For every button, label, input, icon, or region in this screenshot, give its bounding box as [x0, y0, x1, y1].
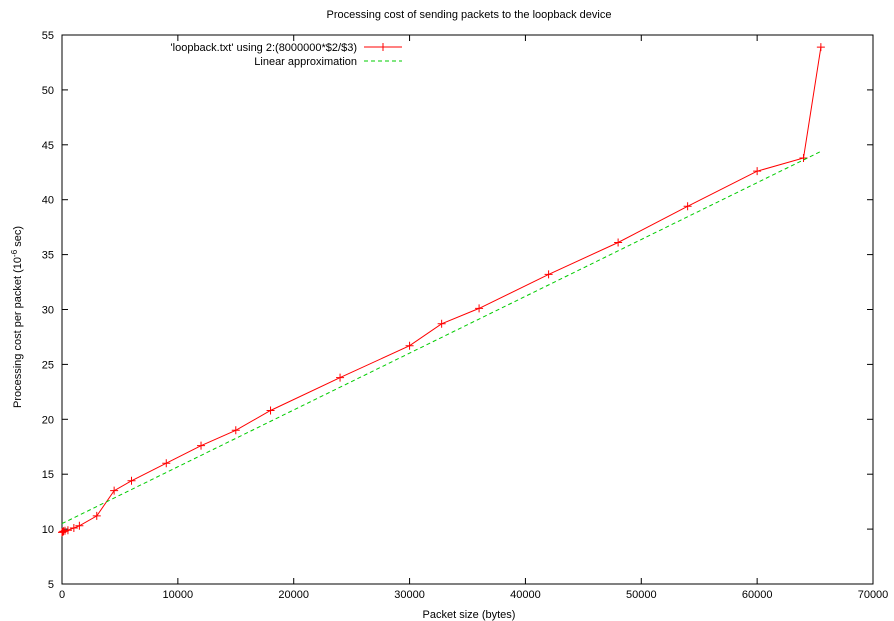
axes — [61, 34, 874, 585]
series-1 — [58, 43, 825, 537]
data-point-marker — [336, 373, 345, 382]
x-tick-label: 10000 — [163, 589, 194, 601]
data-point-marker — [63, 526, 72, 535]
x-tick-label: 20000 — [278, 589, 309, 601]
chart-title: Processing cost of sending packets to th… — [327, 9, 612, 21]
data-point-marker — [475, 304, 484, 313]
series-line — [61, 150, 822, 525]
y-tick-label: 45 — [42, 140, 54, 152]
x-tick-label: 30000 — [394, 589, 425, 601]
y-tick-label: 15 — [42, 469, 54, 481]
series-line — [61, 47, 822, 533]
data-point-marker — [816, 43, 825, 52]
data-point-marker — [59, 527, 68, 536]
y-tick-label: 10 — [42, 524, 54, 536]
x-tick-label: 60000 — [742, 589, 773, 601]
data-point-marker — [110, 486, 119, 495]
data-point-marker — [92, 511, 101, 520]
y-tick-label: 55 — [42, 30, 54, 42]
y-tick-label: 30 — [42, 305, 54, 317]
y-tick-label: 25 — [42, 359, 54, 371]
y-axis-label-exponent: -6 — [10, 249, 19, 257]
data-point-marker — [544, 270, 553, 279]
x-axis-label: Packet size (bytes) — [423, 609, 516, 621]
data-point-marker — [69, 524, 78, 533]
data-point-marker — [379, 43, 387, 51]
data-point-marker — [197, 441, 206, 450]
data-point-marker — [127, 476, 136, 485]
y-axis-ticks: 5 10 15 20 25 30 35 40 45 50 55 — [42, 30, 873, 591]
y-tick-label: 40 — [42, 195, 54, 207]
y-axis-label-prefix: Processing cost per packet (10 — [12, 257, 24, 408]
y-tick-label: 50 — [42, 85, 54, 97]
data-point-marker — [614, 238, 623, 247]
legend-label: Linear approximation — [254, 56, 357, 68]
x-axis-ticks: 0 10000 20000 30000 40000 50000 60000 70000 — [59, 35, 888, 601]
x-tick-label: 40000 — [510, 589, 541, 601]
legend: 'loopback.txt' using 2:(8000000*$2/$3) Li… — [171, 42, 402, 68]
y-tick-label: 5 — [48, 579, 54, 591]
data-point-marker — [405, 341, 414, 350]
data-point-marker — [231, 426, 240, 435]
data-point-marker — [683, 202, 692, 211]
y-tick-label: 35 — [42, 250, 54, 262]
x-tick-label: 50000 — [626, 589, 657, 601]
x-tick-label: 70000 — [858, 589, 889, 601]
data-point-marker — [753, 167, 762, 176]
series-layer — [58, 43, 825, 537]
legend-label: 'loopback.txt' using 2:(8000000*$2/$3) — [171, 42, 357, 54]
data-point-marker — [266, 406, 275, 415]
data-point-marker — [162, 459, 171, 468]
data-point-marker — [75, 521, 84, 530]
y-axis-label: Processing cost per packet (10-6 sec) — [10, 226, 25, 408]
y-tick-label: 20 — [42, 414, 54, 426]
series-2 — [61, 150, 822, 525]
x-tick-label: 0 — [59, 589, 65, 601]
y-axis-label-suffix: sec) — [12, 226, 24, 250]
data-point-marker — [437, 319, 446, 328]
plot-frame — [61, 34, 874, 585]
data-point-marker — [799, 153, 808, 162]
